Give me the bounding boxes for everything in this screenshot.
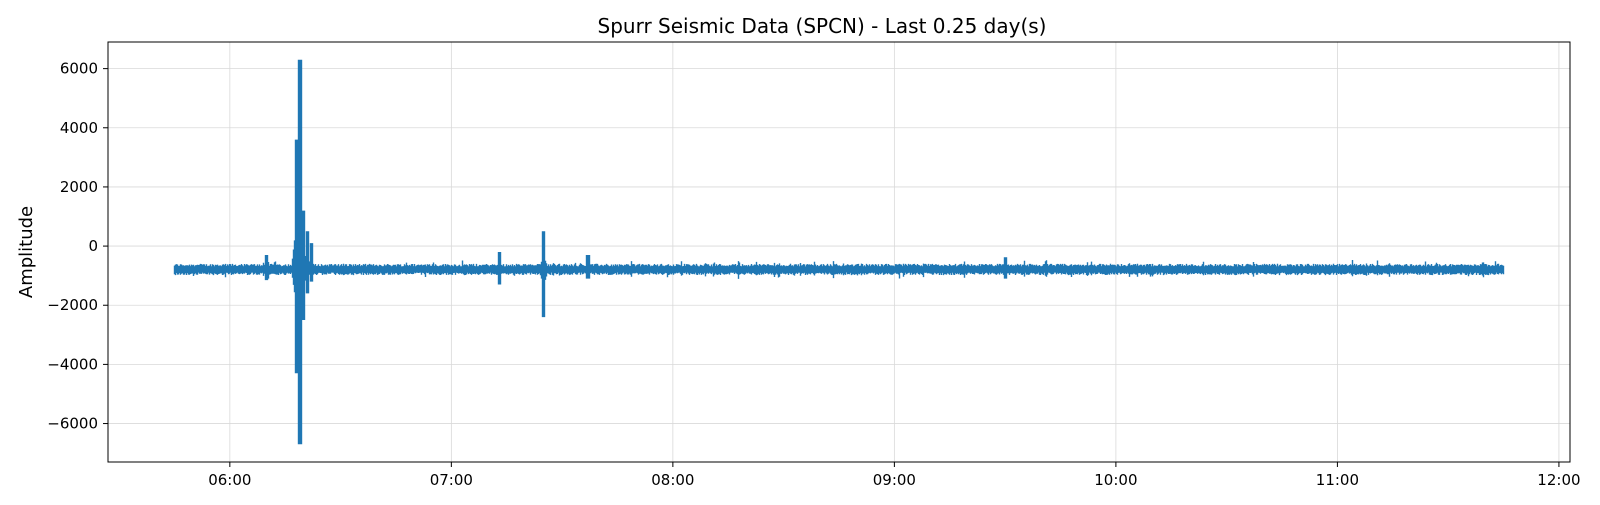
- seismic-trace-line: [173, 59, 1505, 445]
- axes-frame: [107, 41, 1571, 463]
- plot-area: [173, 59, 1505, 445]
- y-tick-label: −6000: [47, 415, 98, 433]
- x-tick-label: 11:00: [1316, 471, 1359, 489]
- y-tick-label: 6000: [60, 60, 98, 78]
- y-tick-label: −4000: [47, 355, 98, 373]
- x-tick-label: 07:00: [430, 471, 473, 489]
- x-tick-label: 06:00: [208, 471, 251, 489]
- x-tick-label: 09:00: [873, 471, 916, 489]
- y-tick-label: 2000: [60, 178, 98, 196]
- y-axis-label: Amplitude: [16, 206, 37, 298]
- x-axis: 06:00 07:00 08:00 09:00 10:00 11:00 12:00: [208, 462, 1581, 489]
- chart-title: Spurr Seismic Data (SPCN) - Last 0.25 da…: [598, 14, 1047, 38]
- y-tick-label: 4000: [60, 119, 98, 137]
- y-tick-label: 0: [88, 237, 98, 255]
- x-tick-label: 08:00: [651, 471, 694, 489]
- y-axis: 6000 4000 2000 0 −2000 −4000 −6000: [47, 60, 108, 433]
- x-tick-label: 12:00: [1537, 471, 1580, 489]
- y-tick-label: −2000: [47, 296, 98, 314]
- x-tick-label: 10:00: [1094, 471, 1137, 489]
- grid-lines: [108, 42, 1570, 462]
